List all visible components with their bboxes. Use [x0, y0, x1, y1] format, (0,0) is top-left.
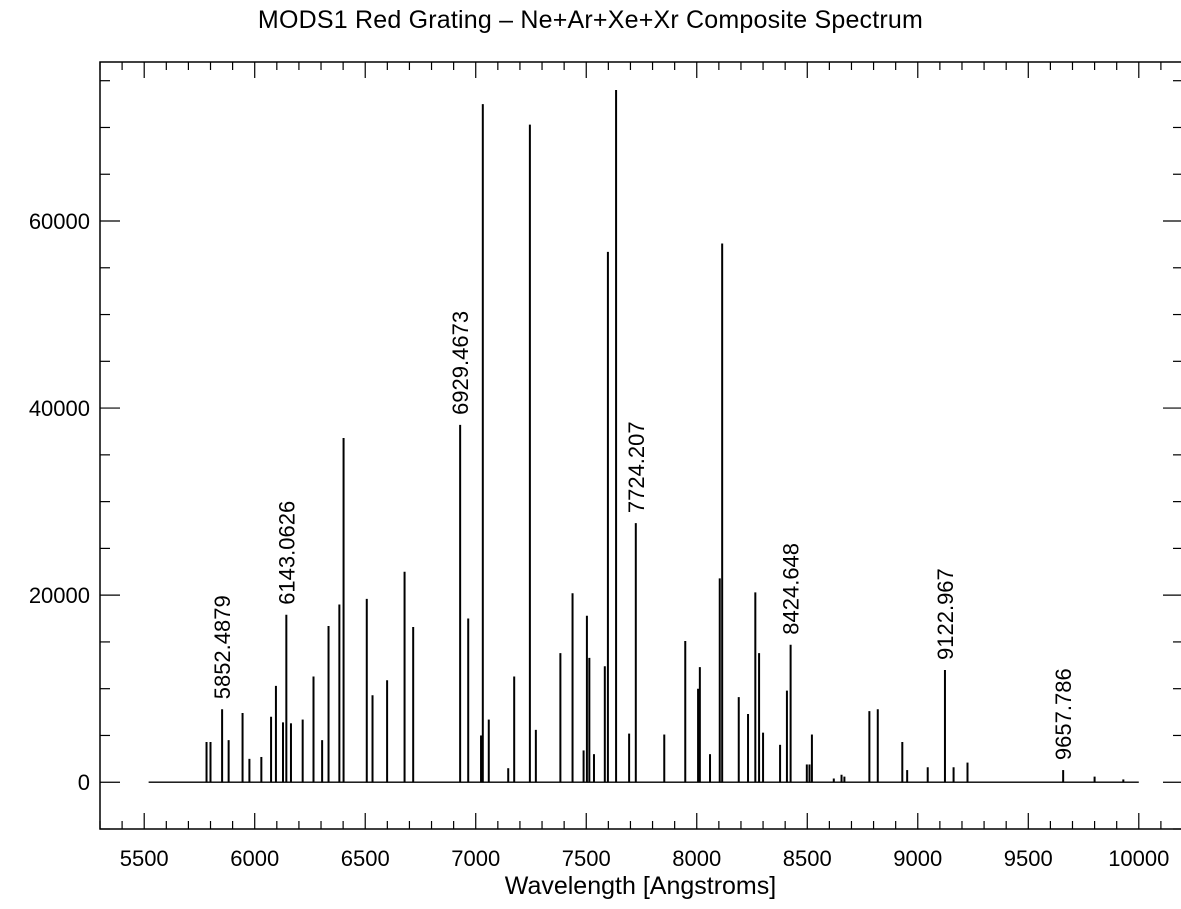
y-tick-labels: 0 20000 40000 60000 [29, 209, 90, 795]
peak-label: 6929.4673 [448, 311, 473, 415]
peak-label: 7724.207 [624, 421, 649, 513]
x-tick-label: 8500 [783, 846, 832, 871]
x-tick-label: 7000 [451, 846, 500, 871]
x-tick-label: 9000 [893, 846, 942, 871]
x-tick-label: 8000 [672, 846, 721, 871]
peak-label: 5852.4879 [210, 595, 235, 699]
y-tick-label: 20000 [29, 583, 90, 608]
peak-label: 8424.648 [779, 543, 804, 635]
y-tick-label: 0 [78, 770, 90, 795]
x-tick-label: 5500 [120, 846, 169, 871]
x-tick-label: 7500 [562, 846, 611, 871]
peak-label: 9122.967 [933, 568, 958, 660]
y-tick-label: 40000 [29, 396, 90, 421]
peak-label: 9657.786 [1051, 668, 1076, 760]
x-tick-label: 6000 [230, 846, 279, 871]
x-tick-label: 6500 [341, 846, 390, 871]
y-tick-label: 60000 [29, 209, 90, 234]
x-tick-label: 9500 [1004, 846, 1053, 871]
x-tick-labels: 5500 6000 6500 7000 7500 8000 8500 9000 9500 1000… [120, 846, 1170, 871]
peak-label: 6143.0626 [274, 501, 299, 605]
x-tick-label: 10000 [1108, 846, 1169, 871]
